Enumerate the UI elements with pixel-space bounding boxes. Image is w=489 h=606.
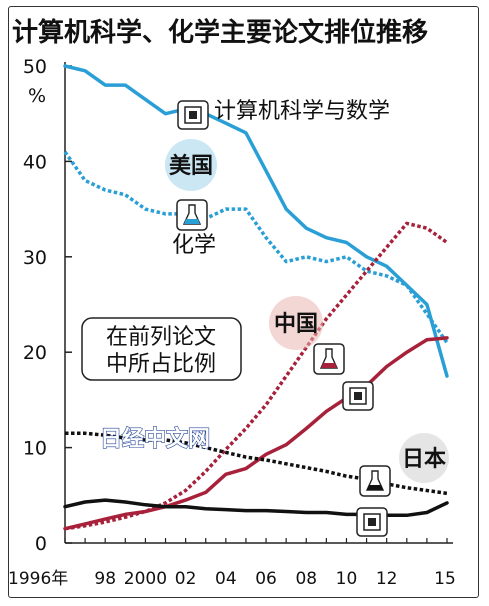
watermark: 日经中文网 — [100, 426, 210, 452]
cs-series-label: 计算机科学与数学 — [214, 99, 390, 124]
us-label: 美国 — [169, 153, 213, 179]
y-tick-label: 30 — [23, 247, 47, 269]
japan-badge — [399, 433, 449, 483]
y-tick-label: 10 — [23, 438, 47, 460]
y-tick-label: 50 — [23, 56, 47, 78]
chem-series-label: 化学 — [172, 233, 216, 258]
japan-cs-chip-icon-core — [363, 513, 381, 531]
x-tick-label: 06 — [255, 569, 277, 589]
x-tick-label: 2000 — [124, 569, 167, 589]
x-tick-label: 02 — [175, 569, 197, 589]
china-cs-chip-icon-core — [349, 387, 367, 405]
china-chem-flask-icon-liquid — [321, 363, 337, 368]
note-line-1: 在前列论文 — [106, 325, 216, 350]
x-tick-label: 04 — [215, 569, 237, 589]
series-line — [63, 336, 449, 531]
chart-title: 计算机科学、化学主要论文排位推移 — [12, 18, 429, 48]
us-cs-chip-icon-core — [184, 106, 202, 124]
x-tick-label: 98 — [94, 569, 116, 589]
chart-frame — [8, 6, 479, 598]
x-tick-label: 10 — [336, 569, 358, 589]
japan-cs-chip-icon-die — [368, 518, 376, 526]
series-line — [65, 431, 448, 496]
china-cs-chip-icon-die — [354, 392, 362, 400]
series-line — [63, 150, 449, 344]
note-line-2: 中所占比例 — [106, 352, 216, 377]
us-cs-chip-icon-die — [189, 111, 197, 119]
y-tick-label: 0 — [35, 533, 47, 555]
x-tick-label: 08 — [295, 569, 317, 589]
series-line — [63, 64, 449, 378]
series-line — [64, 221, 449, 531]
note-box — [81, 317, 242, 381]
japan-label: 日本 — [402, 447, 446, 472]
x-tick-label: 12 — [376, 569, 398, 589]
us-badge — [165, 139, 217, 191]
us-chem-flask-icon-liquid — [184, 219, 200, 224]
china-badge — [269, 296, 323, 350]
x-tick-label: 1996年 — [8, 569, 68, 589]
y-tick-label: 20 — [23, 342, 47, 364]
y-unit-label: % — [28, 85, 46, 107]
japan-chem-flask-icon-liquid — [367, 485, 383, 490]
x-tick-label: 15 — [434, 569, 456, 589]
y-tick-label: 40 — [23, 151, 47, 173]
china-label: 中国 — [274, 312, 318, 337]
series-line — [63, 498, 449, 518]
